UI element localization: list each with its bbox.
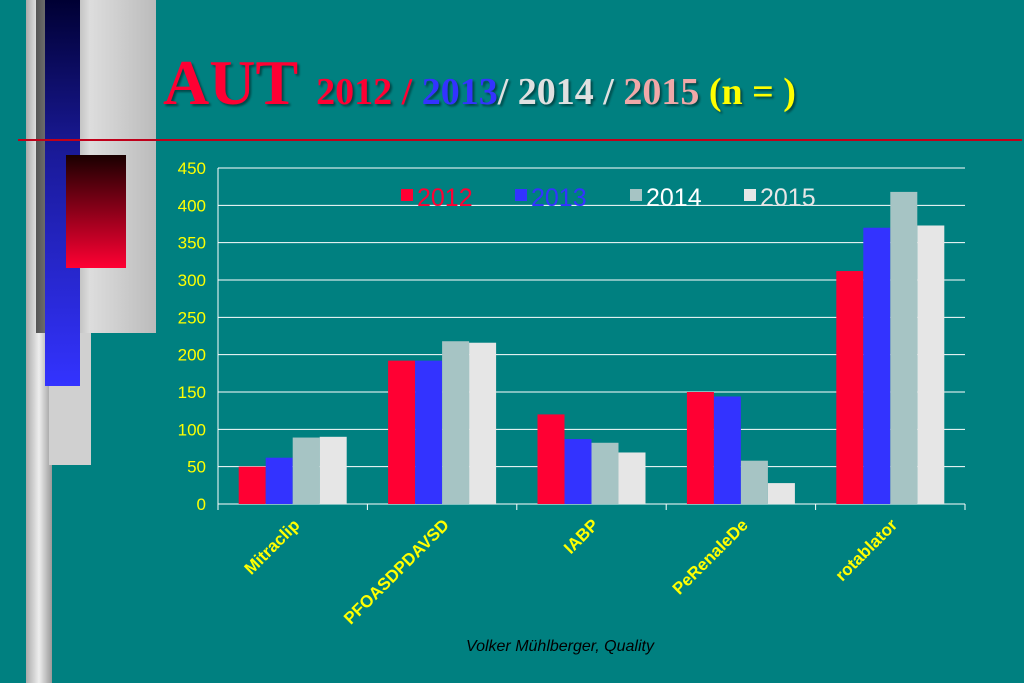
bar-2012-PeRenaleDe xyxy=(686,392,714,504)
bar-2013-rotablator xyxy=(863,227,891,504)
bar-2012-rotablator xyxy=(836,271,864,504)
bar-2013-Mitraclip xyxy=(265,457,293,504)
legend-label-2015: 2015 xyxy=(760,184,816,212)
legend-swatch-2014 xyxy=(630,189,642,201)
y-tick-label: 400 xyxy=(178,196,206,215)
bar-2013-PeRenaleDe xyxy=(713,396,741,504)
bar-2013-PFOASDPDAVSD xyxy=(415,360,443,504)
x-tick-label: IABP xyxy=(560,515,602,557)
bar-2015-Mitraclip xyxy=(319,436,347,504)
title-2015: 2015 xyxy=(623,71,700,113)
bar-2015-IABP xyxy=(618,452,646,504)
y-tick-label: 200 xyxy=(178,346,206,365)
bar-2014-IABP xyxy=(591,442,619,504)
title-aut: AUT xyxy=(163,47,299,118)
legend-swatch-2012 xyxy=(401,189,413,201)
x-tick-label: rotablator xyxy=(832,515,902,585)
title-2012: 2012 xyxy=(316,71,393,113)
bar-2015-PFOASDPDAVSD xyxy=(469,342,497,504)
title-n: (n = ) xyxy=(699,71,796,113)
title-sep-1: / xyxy=(392,71,422,113)
legend-label-2012: 2012 xyxy=(417,184,473,212)
bar-2014-PFOASDPDAVSD xyxy=(442,341,470,504)
y-tick-label: 350 xyxy=(178,234,206,253)
title-2013: 2013 xyxy=(421,71,498,113)
y-tick-label: 150 xyxy=(178,383,206,402)
bar-2015-rotablator xyxy=(917,225,945,504)
y-tick-label: 0 xyxy=(197,495,206,514)
y-tick-label: 50 xyxy=(187,458,206,477)
legend-swatch-2015 xyxy=(744,189,756,201)
bar-2012-IABP xyxy=(537,414,565,504)
deco-red-box xyxy=(66,155,126,268)
legend-label-2013: 2013 xyxy=(531,184,587,212)
bar-2014-rotablator xyxy=(890,191,918,505)
x-tick-label: Mitraclip xyxy=(241,515,304,578)
x-tick-label: PFOASDPDAVSD xyxy=(340,515,453,628)
legend-swatch-2013 xyxy=(515,189,527,201)
x-tick-label: PeRenaleDe xyxy=(669,515,752,598)
title-rule xyxy=(18,139,1022,141)
title-sep-2014: / 2014 / xyxy=(497,71,624,113)
page-title: AUT 2012 / 2013/ 2014 / 2015 (n = ) xyxy=(163,46,796,120)
y-tick-label: 100 xyxy=(178,420,206,439)
footer-credit: Volker Mühlberger, Quality xyxy=(466,638,654,655)
bar-2014-PeRenaleDe xyxy=(740,460,768,504)
bar-2012-PFOASDPDAVSD xyxy=(388,360,416,504)
bar-2013-IABP xyxy=(564,439,592,504)
y-tick-label: 250 xyxy=(178,308,206,327)
y-tick-label: 300 xyxy=(178,271,206,290)
bar-2015-PeRenaleDe xyxy=(767,483,795,504)
legend-label-2014: 2014 xyxy=(646,184,702,212)
y-tick-label: 450 xyxy=(178,159,206,178)
bar-2014-Mitraclip xyxy=(292,437,320,504)
bar-2012-Mitraclip xyxy=(238,466,266,504)
